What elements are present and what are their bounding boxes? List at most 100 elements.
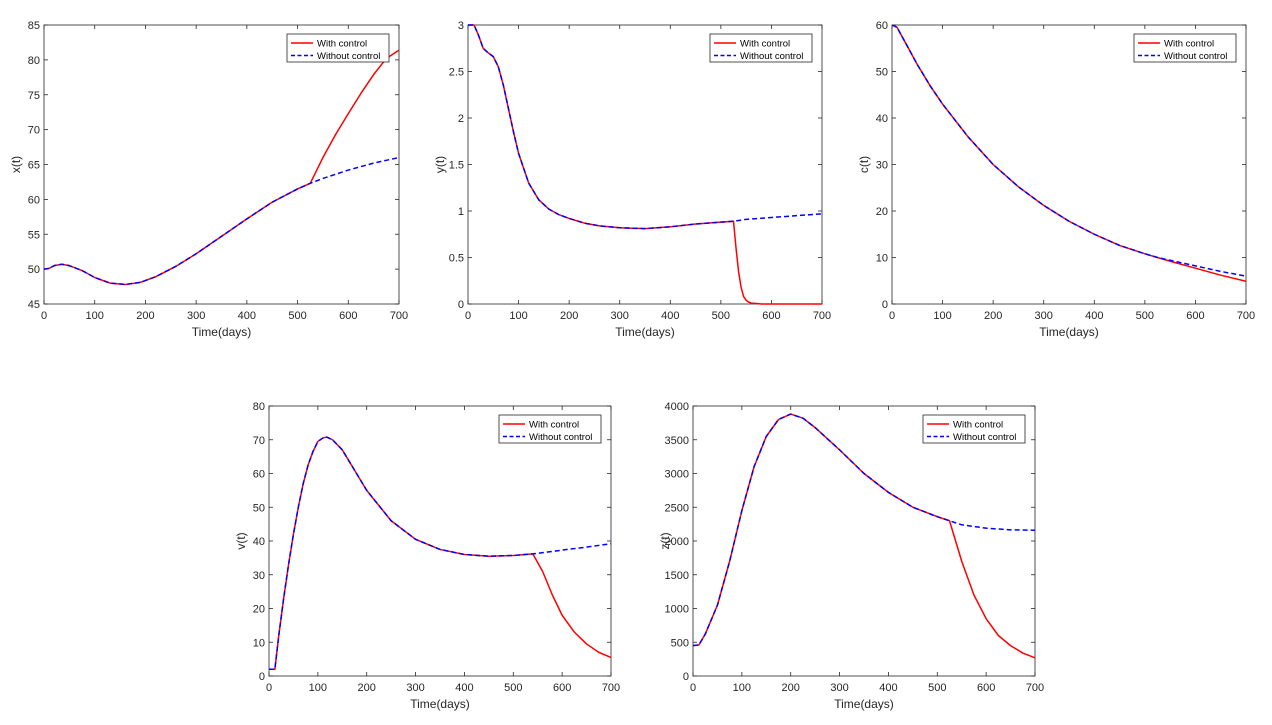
chart-c: 0 100 200 300 400 500 600 700 0 10 20 30 40 50 60 Time(… (857, 20, 1255, 339)
series-line-without-control (692, 413, 1036, 647)
legend-box (1133, 33, 1237, 63)
x-tick-label: 200 (358, 682, 376, 694)
y-tick-label: 2000 (665, 536, 689, 548)
legend-label-with-control: With control (953, 420, 1003, 431)
y-axis-label: z(t) (658, 532, 672, 549)
x-tick-label: 700 (1026, 682, 1044, 694)
y-tick-label: 10 (253, 637, 265, 649)
y-tick-label: 65 (28, 160, 40, 172)
y-tick-label: 3000 (665, 469, 689, 481)
legend-label-with-control: With control (1164, 39, 1214, 50)
legend-label-without-control: Without control (953, 432, 1016, 443)
y-tick-label: 70 (253, 435, 265, 447)
x-tick-label: 0 (690, 682, 696, 694)
y-axis-label: c(t) (857, 156, 871, 173)
x-tick-label: 700 (602, 682, 620, 694)
x-tick-label: 500 (928, 682, 946, 694)
x-tick-label: 600 (339, 310, 357, 322)
y-tick-label: 2.5 (449, 67, 464, 79)
x-tick-label: 700 (1237, 310, 1255, 322)
legend-box (709, 33, 813, 63)
series-line-without-control (269, 436, 612, 670)
y-tick-label: 60 (28, 194, 40, 206)
x-tick-label: 0 (889, 310, 895, 322)
series-line-without-control (43, 156, 400, 286)
chart-x: 0 100 200 300 400 500 600 700 45 50 55 60 65 70 75 80 85… (9, 20, 408, 339)
x-tick-label: 600 (977, 682, 995, 694)
y-tick-label: 50 (28, 264, 40, 276)
legend-label-without-control: Without control (529, 432, 592, 443)
x-axis-label: Time(days) (834, 697, 894, 711)
y-tick-label: 4000 (665, 401, 689, 413)
x-tick-label: 200 (984, 310, 1002, 322)
x-tick-label: 400 (455, 682, 473, 694)
x-tick-label: 600 (1186, 310, 1204, 322)
x-tick-label: 0 (266, 682, 272, 694)
chart-y: 0 100 200 300 400 500 600 700 0 0.5 1 1.5 2 2.5 3 Time(… (433, 20, 831, 339)
x-tick-label: 500 (288, 310, 306, 322)
y-tick-label: 60 (253, 469, 265, 481)
legend-label-without-control: Without control (1164, 51, 1227, 62)
x-axis-label: Time(days) (615, 325, 675, 339)
x-tick-label: 200 (782, 682, 800, 694)
x-axis-label: Time(days) (1039, 325, 1099, 339)
y-tick-label: 0 (259, 671, 265, 683)
y-tick-label: 1 (458, 206, 464, 218)
x-tick-label: 0 (465, 310, 471, 322)
x-tick-label: 500 (504, 682, 522, 694)
y-tick-label: 0 (882, 299, 888, 311)
y-tick-label: 2500 (665, 502, 689, 514)
x-tick-label: 700 (813, 310, 831, 322)
y-tick-label: 0 (683, 671, 689, 683)
x-axis-label: Time(days) (410, 697, 470, 711)
y-tick-label: 85 (28, 20, 40, 32)
x-tick-label: 100 (309, 682, 327, 694)
legend-box (286, 33, 390, 63)
y-tick-label: 70 (28, 125, 40, 137)
y-tick-label: 80 (28, 55, 40, 67)
x-tick-label: 0 (41, 310, 47, 322)
series-line-without-control (891, 24, 1247, 277)
x-tick-label: 700 (390, 310, 408, 322)
x-tick-label: 400 (661, 310, 679, 322)
x-tick-label: 300 (1035, 310, 1053, 322)
chart-v: 0 100 200 300 400 500 600 700 0 10 20 30 40 50 60 70 80 T… (234, 401, 620, 711)
y-tick-label: 60 (876, 20, 888, 32)
y-tick-label: 3 (458, 20, 464, 32)
legend-box (922, 414, 1026, 444)
plot-area (268, 405, 612, 677)
y-tick-label: 40 (876, 113, 888, 125)
y-tick-label: 80 (253, 401, 265, 413)
x-axis-label: Time(days) (192, 325, 252, 339)
legend-label-without-control: Without control (740, 51, 803, 62)
x-tick-label: 300 (830, 682, 848, 694)
y-tick-label: 500 (671, 637, 689, 649)
y-axis-label: y(t) (433, 156, 447, 173)
x-tick-label: 100 (86, 310, 104, 322)
x-tick-label: 400 (879, 682, 897, 694)
y-tick-label: 30 (876, 160, 888, 172)
y-tick-label: 30 (253, 570, 265, 582)
chart-z: 0 100 200 300 400 500 600 700 0 500 1000 1500 2000 25… (658, 401, 1044, 711)
legend-label-with-control: With control (317, 39, 367, 50)
x-tick-label: 600 (762, 310, 780, 322)
legend-label-with-control: With control (740, 39, 790, 50)
y-tick-label: 1000 (665, 604, 689, 616)
x-tick-label: 500 (1136, 310, 1154, 322)
series-line-with-control (891, 24, 1247, 282)
plot-area (891, 24, 1247, 305)
y-tick-label: 2 (458, 113, 464, 125)
y-tick-label: 20 (876, 206, 888, 218)
y-tick-label: 50 (876, 67, 888, 79)
y-tick-label: 20 (253, 604, 265, 616)
x-tick-label: 400 (1085, 310, 1103, 322)
y-tick-label: 55 (28, 229, 40, 241)
series-line-without-control (468, 24, 823, 230)
y-tick-label: 0 (458, 299, 464, 311)
y-tick-label: 10 (876, 253, 888, 265)
y-tick-label: 40 (253, 536, 265, 548)
